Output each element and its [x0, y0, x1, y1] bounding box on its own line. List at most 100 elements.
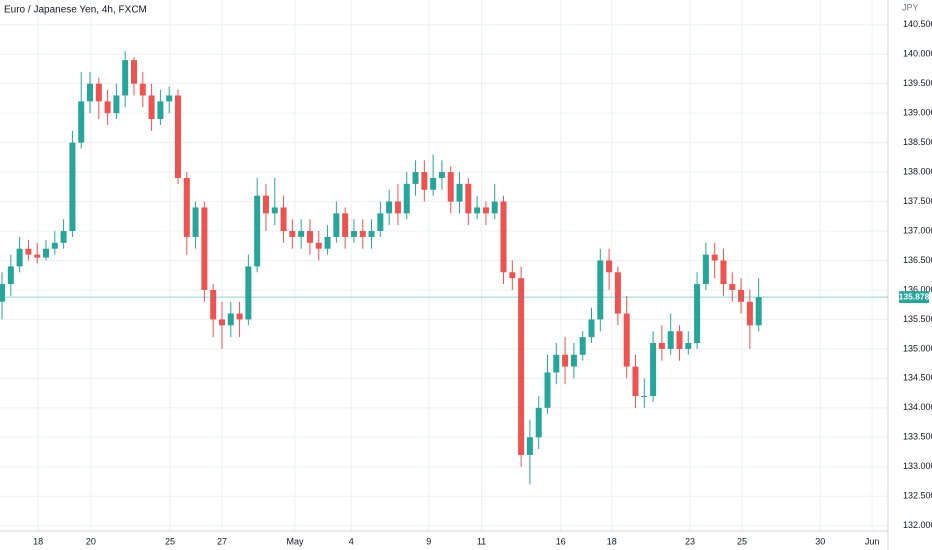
candle-body	[570, 354, 577, 367]
y-tick-label: 137.000	[903, 225, 932, 235]
candle-body	[359, 231, 366, 237]
candle-body	[482, 207, 489, 214]
candle-body	[456, 183, 463, 202]
candle-body	[368, 231, 375, 237]
candle-body	[148, 95, 155, 120]
candle-body	[694, 284, 701, 343]
candle-body	[95, 83, 102, 102]
y-tick-label: 134.000	[903, 402, 932, 412]
candle-body	[377, 213, 384, 232]
candle-body	[650, 342, 657, 397]
candle-body	[350, 231, 357, 237]
candle-body	[227, 313, 234, 326]
candle-body	[69, 142, 76, 232]
x-tick-label: May	[286, 536, 304, 546]
candle-body	[130, 60, 137, 84]
candle-body	[0, 284, 6, 302]
candle-body	[412, 172, 419, 184]
candle-body	[614, 272, 621, 314]
candle-body	[632, 366, 639, 397]
candle-body	[166, 95, 173, 102]
y-unit: JPY	[902, 2, 919, 12]
y-tick-label: 132.000	[903, 520, 932, 530]
candle-body	[324, 236, 331, 249]
candle-body	[720, 260, 727, 285]
candle-body	[623, 313, 630, 367]
candle-body	[597, 260, 604, 320]
y-tick-label: 138.000	[903, 166, 932, 176]
candle-body	[738, 289, 745, 302]
candle-body	[139, 83, 146, 96]
candle-body	[685, 342, 692, 349]
candle-body	[658, 342, 665, 349]
x-tick-label: 16	[556, 536, 566, 546]
candle-body	[122, 60, 129, 96]
candle-body	[34, 254, 41, 258]
candle-body	[280, 207, 287, 232]
candle-body	[729, 284, 736, 290]
last-price-box	[899, 291, 929, 304]
candle-body	[78, 101, 85, 143]
candle-body	[7, 266, 14, 285]
y-tick-label: 135.500	[903, 314, 932, 324]
candle-body	[16, 248, 23, 267]
candle-body	[447, 172, 454, 202]
candle-body	[289, 231, 296, 237]
candle-body	[210, 289, 217, 320]
candle-body	[306, 231, 313, 243]
candle-body	[183, 177, 190, 237]
y-tick-label: 140.500	[903, 19, 932, 29]
candle-body	[553, 354, 560, 373]
x-tick-label: 18	[607, 536, 617, 546]
candle-body	[262, 195, 269, 214]
candle-body	[438, 172, 445, 178]
candle-body	[579, 337, 586, 355]
x-tick-label: 9	[426, 536, 431, 546]
candle-body	[474, 207, 481, 214]
candle-body	[421, 172, 428, 190]
chart-title: Euro / Japanese Yen, 4h, FXCM	[4, 5, 147, 16]
x-tick-label: 25	[737, 536, 747, 546]
candle-body	[500, 201, 507, 273]
candle-body	[526, 437, 533, 455]
candle-body	[254, 195, 261, 267]
last-price-label: 135.878	[899, 291, 930, 301]
candle-body	[271, 207, 278, 214]
candle-body	[342, 213, 349, 237]
y-tick-label: 137.500	[903, 196, 932, 206]
candle-body	[465, 183, 472, 214]
x-tick-label: 27	[217, 536, 227, 546]
candle-body	[25, 248, 32, 255]
candle-body	[192, 207, 199, 237]
candle-body	[509, 272, 516, 279]
y-tick-label: 133.000	[903, 461, 932, 471]
x-tick-label: 25	[165, 536, 175, 546]
candles	[0, 51, 762, 485]
candle-body	[535, 407, 542, 438]
y-tick-label: 139.500	[903, 78, 932, 88]
candle-body	[755, 297, 762, 326]
x-tick-label: Jun	[865, 536, 880, 546]
x-tick-label: 20	[86, 536, 96, 546]
y-tick-label: 135.000	[903, 343, 932, 353]
candle-body	[87, 83, 94, 102]
candle-body	[702, 254, 709, 285]
y-tick-label: 138.500	[903, 137, 932, 147]
candle-body	[641, 396, 648, 398]
x-tick-label: 18	[33, 536, 43, 546]
x-tick-label: 23	[685, 536, 695, 546]
candle-body	[333, 213, 340, 237]
y-tick-label: 132.500	[903, 491, 932, 501]
candle-body	[60, 231, 67, 243]
candle-body	[711, 254, 718, 261]
candle-body	[562, 354, 569, 367]
candle-body	[544, 372, 551, 408]
x-tick-label: 11	[477, 536, 486, 546]
candle-body	[104, 101, 111, 114]
candle-body	[157, 101, 164, 120]
candle-body	[394, 201, 401, 214]
y-tick-label: 134.500	[903, 373, 932, 383]
candle-body	[245, 266, 252, 320]
